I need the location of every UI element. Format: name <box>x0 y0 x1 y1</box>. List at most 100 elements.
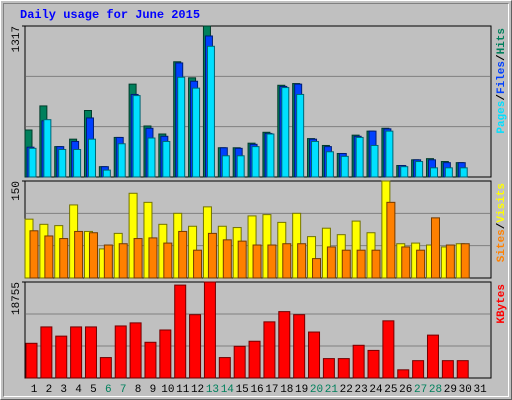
legend-separator: / <box>496 94 508 101</box>
x-tick-label: 29 <box>444 384 457 396</box>
x-tick-label: 23 <box>355 384 368 396</box>
bar <box>192 87 201 178</box>
bar <box>133 238 143 279</box>
bar <box>430 217 440 279</box>
x-tick-label: 1 <box>31 384 38 396</box>
x-tick-label: 7 <box>120 384 127 396</box>
bar <box>118 243 128 279</box>
x-tick-label: 18 <box>280 384 293 396</box>
bar <box>352 344 365 379</box>
bar <box>74 230 84 279</box>
bar <box>460 243 470 279</box>
bar <box>397 369 410 379</box>
x-tick-label: 15 <box>236 384 249 396</box>
x-tick-label: 26 <box>399 384 412 396</box>
bar <box>311 140 320 178</box>
x-tick-label: 27 <box>414 384 427 396</box>
x-tick-label: 20 <box>310 384 323 396</box>
bar <box>44 235 54 279</box>
bar <box>429 167 438 178</box>
bar <box>263 321 276 379</box>
x-tick-label: 16 <box>250 384 263 396</box>
bar <box>341 249 351 279</box>
y-tick-label: 1317 <box>11 26 23 52</box>
legend-entry: Hits <box>496 28 508 54</box>
bar <box>114 325 127 379</box>
x-tick-label: 6 <box>105 384 112 396</box>
bar <box>189 314 202 379</box>
x-tick-label: 11 <box>176 384 190 396</box>
bar <box>351 220 361 279</box>
x-tick-label: 5 <box>90 384 97 396</box>
x-tick-label: 4 <box>75 384 82 396</box>
bar <box>203 281 216 379</box>
legend-entry: Files <box>496 61 508 94</box>
x-tick-label: 31 <box>473 384 487 396</box>
frame-inner-dark <box>3 3 509 397</box>
bar <box>445 244 455 279</box>
legend-entry: Visits <box>496 183 508 223</box>
legend-entry: KBytes <box>496 284 508 324</box>
bar <box>218 357 231 379</box>
legend: KBytes <box>496 284 508 324</box>
bar <box>40 326 53 379</box>
x-tick-label: 2 <box>46 384 53 396</box>
bar <box>400 166 409 178</box>
bar <box>128 192 138 279</box>
bar <box>307 236 317 279</box>
bar <box>252 244 262 279</box>
bar <box>281 87 290 178</box>
bar <box>456 360 469 379</box>
bar <box>129 322 142 379</box>
y-tick-label: 18755 <box>11 282 23 315</box>
bar <box>148 237 158 279</box>
bar <box>251 146 260 178</box>
bar <box>322 358 335 379</box>
bar <box>222 239 232 279</box>
bar <box>163 242 173 279</box>
legend-entry: Sites <box>496 229 508 262</box>
x-tick-label: 28 <box>429 384 442 396</box>
x-tick-label: 30 <box>459 384 472 396</box>
bar <box>29 230 39 279</box>
bar <box>296 93 305 178</box>
bar <box>207 232 217 279</box>
bar <box>267 244 277 279</box>
bar <box>88 232 98 279</box>
bar <box>117 143 126 178</box>
bar <box>147 137 156 178</box>
x-tick-label: 9 <box>150 384 157 396</box>
bar <box>193 249 203 279</box>
bar <box>132 95 141 178</box>
bar <box>144 341 157 379</box>
x-tick-label: 14 <box>221 384 235 396</box>
bar <box>73 148 82 178</box>
bar <box>43 119 52 178</box>
legend-separator: / <box>496 222 508 229</box>
x-tick-label: 13 <box>206 384 219 396</box>
x-tick-label: 24 <box>369 384 383 396</box>
bar <box>233 345 246 379</box>
legend-separator: / <box>496 54 508 61</box>
bar <box>367 349 380 379</box>
bar <box>55 335 68 379</box>
x-tick-label: 22 <box>340 384 353 396</box>
bar <box>386 201 396 279</box>
bar <box>426 334 439 379</box>
bar <box>308 331 321 379</box>
x-tick-label: 19 <box>295 384 308 396</box>
bar <box>159 329 172 379</box>
y-tick-label: 150 <box>11 181 23 201</box>
bar <box>416 249 426 279</box>
bar <box>337 358 350 379</box>
bar <box>459 167 468 178</box>
bar <box>178 230 188 279</box>
bar <box>326 246 336 279</box>
x-tick-label: 3 <box>60 384 67 396</box>
bar <box>84 326 97 379</box>
bar <box>70 326 83 379</box>
legend: Pages/Files/Hits <box>496 28 508 134</box>
chart-title: Daily usage for June 2015 <box>20 8 200 22</box>
bar <box>177 76 186 178</box>
bar <box>412 360 425 379</box>
